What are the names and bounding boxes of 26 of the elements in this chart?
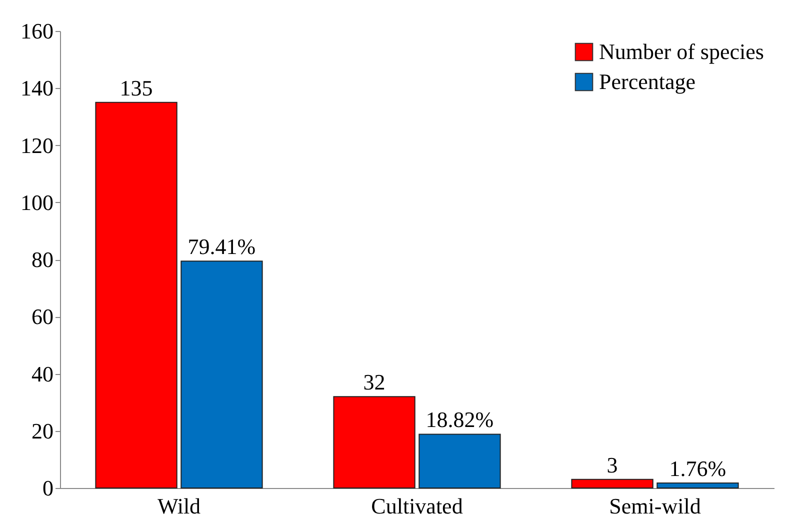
bar [180, 260, 263, 488]
y-tick-label: 100 [20, 190, 54, 215]
bar [95, 102, 178, 488]
legend-label: Number of species [599, 39, 764, 64]
x-tick-label: Wild [157, 494, 201, 518]
y-tick-label: 40 [32, 361, 54, 386]
data-label: 18.82% [426, 407, 494, 432]
x-tick-label: Cultivated [371, 494, 463, 518]
bar [333, 396, 416, 488]
y-tick-label: 120 [20, 132, 54, 158]
data-label: 79.41% [188, 234, 256, 260]
data-label: 32 [363, 370, 386, 395]
data-label: 3 [606, 452, 618, 478]
y-tick-label: 160 [20, 18, 54, 44]
data-label: 135 [120, 75, 153, 100]
y-tick-label: 140 [20, 76, 54, 101]
x-tick-label: Semi-wild [609, 494, 701, 518]
y-tick-label: 0 [42, 476, 54, 500]
y-tick-label: 20 [32, 418, 54, 444]
bar [571, 478, 654, 488]
bar [418, 434, 501, 488]
bar [656, 482, 739, 488]
y-tick-label: 80 [32, 247, 54, 272]
y-tick-label: 60 [32, 304, 54, 330]
legend-label: Percentage [599, 69, 696, 94]
data-label: 1.76% [669, 456, 726, 481]
